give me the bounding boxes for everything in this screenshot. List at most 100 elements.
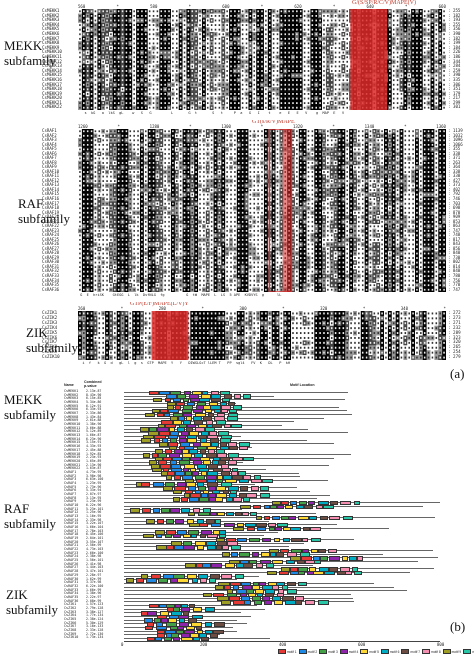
motif-box: [183, 464, 195, 469]
motif-box: [165, 519, 175, 524]
motif-axis-tick-label: 200: [200, 642, 208, 647]
sequence-end-position: : 748: [448, 232, 461, 238]
motif-box: [191, 578, 199, 583]
motif-box: [233, 405, 242, 410]
motif-box: [197, 486, 206, 491]
motif-box: [207, 544, 216, 550]
motif-box: [185, 563, 196, 568]
motif-row-pvalue: 1.43e-84: [86, 414, 102, 419]
motif-row-name: CsMEKK21: [64, 462, 81, 467]
motif-row-pvalue: 2.56e-99: [86, 543, 102, 548]
motif-box: [151, 467, 162, 473]
motif-box: [222, 552, 230, 557]
protein-backbone-line: [124, 406, 340, 408]
motif-row-pvalue: 2.22e-97: [86, 594, 102, 599]
motif-box: [267, 570, 278, 576]
motif-row-name: CsMEKK20: [64, 458, 81, 463]
sequence-name: CsMEKK4: [42, 21, 60, 27]
sequence-end-position: : 255: [448, 8, 461, 13]
sequence-name: CsRAF33: [42, 273, 60, 278]
motif-box: [270, 504, 277, 510]
motif-box: [141, 438, 152, 443]
motif-box: [304, 504, 313, 510]
motif-row-name: CsRAF4: [64, 480, 77, 485]
motif-box: [183, 544, 195, 550]
motif-box: [252, 504, 261, 510]
motif-row-pvalue: 6.45e-106: [86, 532, 104, 537]
sequence-name: CsMEKK17: [42, 81, 62, 87]
motif-box: [212, 629, 225, 635]
sequence-name: CsMEKK16: [42, 76, 62, 82]
motif-row-pvalue: 1.23e-99: [86, 499, 102, 504]
motif-box: [310, 537, 321, 543]
sequence-end-position: : 301: [448, 104, 461, 110]
motif-box: [243, 563, 253, 568]
motif-box: [151, 408, 160, 414]
motif-box: [154, 636, 162, 642]
motif-box: [166, 394, 177, 399]
motif-box: [239, 493, 247, 499]
motif-box: [228, 445, 239, 451]
motif-row-name: CsMEKK15: [64, 440, 81, 445]
motif-label: G/(S/SP/R/C/V)MAPE(V): [352, 0, 417, 6]
protein-backbone-line: [124, 557, 439, 558]
motif-box: [309, 515, 318, 521]
alignment-block-raf: GT(s/R/V)MAPE 1260 * 1280 * 1300 * 1320 * 1340 * 13…: [42, 120, 474, 300]
motif-row-name: CsZIK8: [64, 627, 77, 632]
motif-box: [152, 482, 165, 488]
motif-row-pvalue: 2.66e-100: [86, 550, 104, 555]
motif-box: [342, 515, 354, 521]
legend-item: motif 6: [380, 649, 399, 654]
motif-box: [199, 497, 210, 502]
protein-backbone-line: [124, 428, 308, 430]
motif-box: [173, 475, 181, 480]
sequence-name: CsMEKK21: [42, 99, 62, 105]
motif-box: [283, 537, 290, 543]
motif-box: [348, 555, 358, 561]
motif-box: [196, 544, 205, 550]
motif-box: [276, 581, 285, 587]
motif-box: [152, 397, 163, 403]
motif-row-pvalue: 2.04e-101: [86, 536, 104, 541]
sequence-end-position: : 355: [448, 146, 461, 152]
motif-box: [288, 515, 297, 521]
protein-backbone-line: [124, 527, 389, 529]
alignment-block-mekk: G/(S/SP/R/C/V)MAPE(V) 560 * 580 * 600 * 620 * 640…: [42, 0, 474, 118]
motif-box: [290, 526, 301, 532]
sequence-end-position: : 840: [448, 268, 461, 274]
motif-box: [211, 423, 223, 429]
motif-box: [173, 419, 182, 425]
motif-box: [233, 526, 245, 532]
motif-box: [223, 522, 235, 528]
motif-box: [239, 478, 250, 484]
motif-box: [227, 460, 237, 465]
ruler-tick: *: [404, 4, 408, 9]
motif-box: [262, 537, 271, 543]
motif-row-name: CsRAF10: [64, 502, 79, 507]
sequence-name: CsZIK2: [42, 314, 58, 320]
motif-row-pvalue: 3.13e-95: [86, 495, 102, 500]
motif-box: [263, 504, 270, 510]
motif-box: [143, 533, 155, 539]
sequence-name: CsRAF13: [42, 182, 60, 188]
motif-row-pvalue: 1.38e-90: [86, 422, 102, 427]
sequence-end-position: : 698: [448, 205, 461, 211]
sequence-end-position: : 182: [448, 12, 461, 18]
motif-row-pvalue: 1.66e-104: [86, 525, 104, 530]
motif-row-pvalue: 2.73e-96: [86, 484, 102, 489]
sequence-name: CsRAF29: [42, 254, 60, 260]
sequence-name: CsMEKK1: [42, 8, 60, 13]
ruler-tick: *: [260, 124, 264, 129]
sequence-end-position: : 217: [448, 95, 461, 101]
legend-item: motif 8: [422, 649, 441, 654]
motif-box: [163, 486, 174, 491]
consensus-line: i f k G d gL l g s GTP MAPE Y Y DIWSLGcT…: [78, 361, 295, 365]
sequence-name: CsRAF1: [42, 128, 57, 133]
family-label-raf-b: RAF subfamily: [4, 501, 56, 531]
motif-row-pvalue: 1.66e-99: [86, 587, 102, 592]
motif-box: [176, 629, 184, 635]
motif-row-name: CsMEKK22: [64, 466, 81, 471]
motif-box: [286, 581, 297, 587]
motif-box: [253, 600, 263, 605]
legend-item: motif 2: [298, 649, 317, 654]
